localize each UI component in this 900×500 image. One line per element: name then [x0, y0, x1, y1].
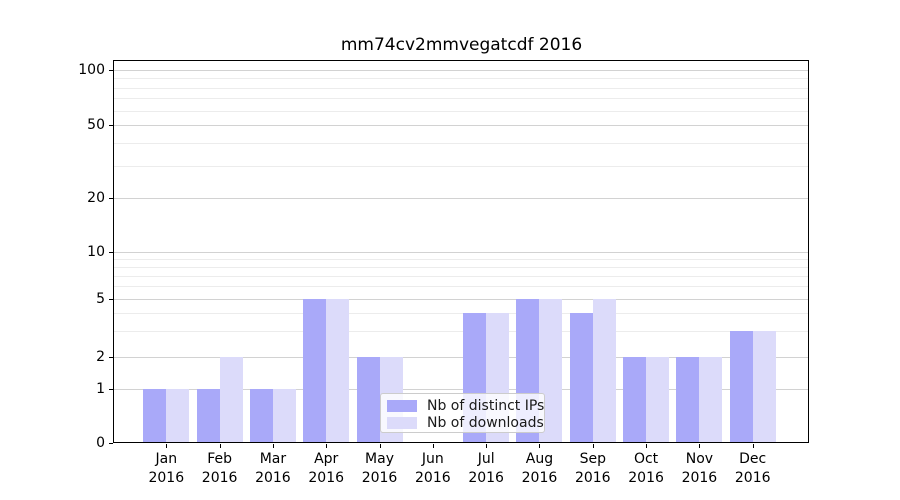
- y-tick-mark: [109, 251, 113, 253]
- x-tick-label: May 2016: [361, 451, 398, 486]
- x-tick-label: Nov 2016: [681, 451, 718, 486]
- legend-item-downloads: Nb of downloads: [387, 414, 544, 431]
- legend: Nb of distinct IPs Nb of downloads: [380, 393, 545, 433]
- bar-downloads: [592, 298, 616, 443]
- x-tick-label: Jun 2016: [415, 451, 451, 486]
- chart-title: mm74cv2mmvegatcdf 2016: [340, 35, 583, 55]
- bar-distinct-ips: [623, 356, 647, 443]
- legend-swatch-distinct-ips: [387, 399, 417, 412]
- bar-distinct-ips: [143, 389, 167, 443]
- y-tick-label: 0: [96, 435, 105, 451]
- gridline-minor: [114, 330, 808, 332]
- x-tick-label: Dec 2016: [734, 451, 771, 486]
- bar-downloads: [699, 356, 723, 443]
- gridline-minor: [114, 165, 808, 167]
- legend-item-distinct-ips: Nb of distinct IPs: [387, 397, 544, 414]
- gridline-minor: [114, 87, 808, 89]
- y-tick-mark: [109, 389, 113, 390]
- x-tick-mark: [219, 444, 221, 448]
- gridline-major: [114, 251, 808, 253]
- bar-distinct-ips: [249, 389, 273, 443]
- x-tick-label: Sep 2016: [574, 451, 611, 486]
- gridline-minor: [114, 258, 808, 260]
- x-tick-mark: [272, 444, 274, 448]
- x-tick-label: Aug 2016: [521, 451, 558, 486]
- bar-distinct-ips: [569, 312, 593, 443]
- x-tick-mark: [752, 444, 754, 448]
- x-tick-mark: [539, 444, 541, 448]
- x-tick-mark: [326, 444, 328, 448]
- x-tick-mark: [486, 444, 488, 448]
- bar-distinct-ips: [356, 356, 380, 443]
- legend-label-distinct-ips: Nb of distinct IPs: [427, 397, 545, 414]
- y-tick-mark: [109, 443, 113, 444]
- bar-distinct-ips: [303, 298, 327, 443]
- gridline-minor: [114, 78, 808, 80]
- gridline-major: [114, 356, 808, 358]
- gridline-minor: [114, 266, 808, 268]
- gridline-minor: [114, 142, 808, 144]
- legend-swatch-downloads: [387, 416, 417, 429]
- bar-downloads: [166, 389, 190, 443]
- legend-label-downloads: Nb of downloads: [427, 414, 544, 431]
- bar-distinct-ips: [196, 389, 220, 443]
- x-tick-label: Mar 2016: [255, 451, 291, 486]
- x-tick-label: Apr 2016: [308, 451, 345, 486]
- bar-downloads: [219, 356, 243, 443]
- y-tick-label: 5: [96, 290, 105, 307]
- y-tick-mark: [109, 298, 113, 300]
- gridline-major: [114, 70, 808, 71]
- bar-downloads: [646, 356, 670, 443]
- gridline-minor: [114, 110, 808, 112]
- gridline-minor: [114, 98, 808, 100]
- bar-downloads: [272, 389, 296, 443]
- y-tick-mark: [109, 70, 113, 71]
- x-tick-label: Jan 2016: [148, 451, 185, 486]
- bar-distinct-ips: [676, 356, 700, 443]
- x-tick-label: Feb 2016: [201, 451, 238, 486]
- y-tick-label: 10: [87, 243, 105, 260]
- y-tick-mark: [109, 356, 113, 358]
- bar-distinct-ips: [729, 330, 753, 443]
- y-tick-mark: [109, 125, 113, 126]
- y-tick-label: 2: [96, 348, 105, 365]
- x-tick-label: Oct 2016: [628, 451, 664, 486]
- x-tick-label: Jul 2016: [468, 451, 504, 486]
- gridline-major: [114, 389, 808, 390]
- gridline-minor: [114, 286, 808, 288]
- gridline-minor: [114, 275, 808, 277]
- bar-downloads: [326, 298, 350, 443]
- gridline-major: [114, 125, 808, 126]
- x-tick-mark: [646, 444, 648, 448]
- x-tick-mark: [432, 444, 434, 448]
- y-tick-label: 20: [87, 189, 105, 206]
- bar-downloads: [752, 330, 776, 443]
- y-tick-label: 1: [96, 381, 105, 397]
- gridline-major: [114, 197, 808, 199]
- gridline-major: [114, 298, 808, 300]
- y-tick-label: 100: [78, 62, 105, 78]
- gridline-minor: [114, 312, 808, 314]
- y-tick-mark: [109, 197, 113, 199]
- x-tick-mark: [166, 444, 168, 448]
- x-tick-mark: [592, 444, 594, 448]
- x-tick-mark: [379, 444, 381, 448]
- x-tick-mark: [699, 444, 701, 448]
- bar-downloads: [539, 298, 563, 443]
- y-tick-label: 50: [87, 117, 105, 133]
